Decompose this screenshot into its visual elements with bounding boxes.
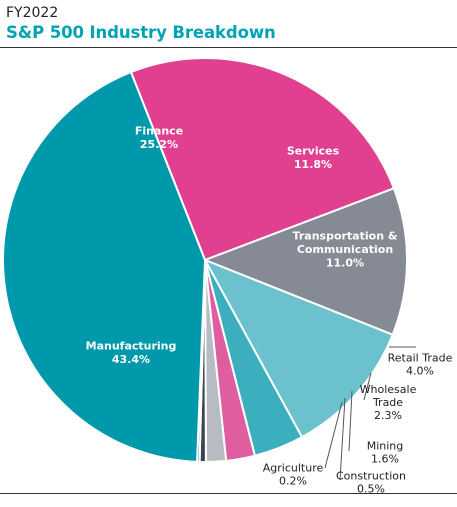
- slice-value-agriculture: 0.2%: [279, 475, 307, 488]
- slice-value-wholesale-trade: 2.3%: [374, 409, 402, 422]
- slice-label-mining: Mining: [367, 440, 404, 453]
- slice-label-services: Services: [287, 144, 340, 157]
- chart-title: S&P 500 Industry Breakdown: [6, 23, 276, 42]
- chart-subtitle: FY2022: [6, 5, 59, 21]
- pie-slice-services: [204, 187, 408, 336]
- slice-value-construction: 0.5%: [357, 483, 385, 496]
- pie-slice-finance: [129, 57, 395, 261]
- leader-line-wholesale-trade: [363, 372, 372, 401]
- pie-slice-manufacturing: [2, 71, 206, 463]
- slice-value-mining: 1.6%: [371, 453, 399, 466]
- chart-header: FY2022 S&P 500 Industry Breakdown: [6, 4, 454, 44]
- slice-value-transportation-and-communication: 11.0%: [326, 257, 364, 270]
- slice-label-manufacturing: Manufacturing: [86, 339, 177, 352]
- slice-label-transportation-and-communication-2: Communication: [297, 243, 393, 256]
- slice-label-wholesale-trade-2: Trade: [372, 396, 403, 409]
- leader-line-agriculture: [324, 401, 343, 469]
- slice-label-transportation-and-communication-1: Transportation &: [293, 230, 398, 243]
- slice-value-services: 11.8%: [294, 158, 332, 171]
- leader-line-mining: [348, 390, 353, 452]
- slice-label-retail-trade: Retail Trade: [388, 352, 453, 365]
- slice-value-retail-trade: 4.0%: [406, 365, 434, 378]
- slice-label-agriculture: Agriculture: [263, 462, 324, 475]
- top-divider: [0, 47, 457, 48]
- slice-label-wholesale-trade-1: Wholesale: [360, 383, 417, 396]
- pie-slice-transportation-and-communication: [204, 259, 394, 439]
- slice-value-manufacturing: 43.4%: [112, 353, 150, 366]
- slice-label-finance: Finance: [135, 124, 183, 137]
- slice-value-finance: 25.2%: [140, 138, 178, 151]
- bottom-divider: [0, 493, 457, 494]
- leader-line-construction: [339, 397, 346, 481]
- slice-label-construction: Construction: [336, 470, 406, 483]
